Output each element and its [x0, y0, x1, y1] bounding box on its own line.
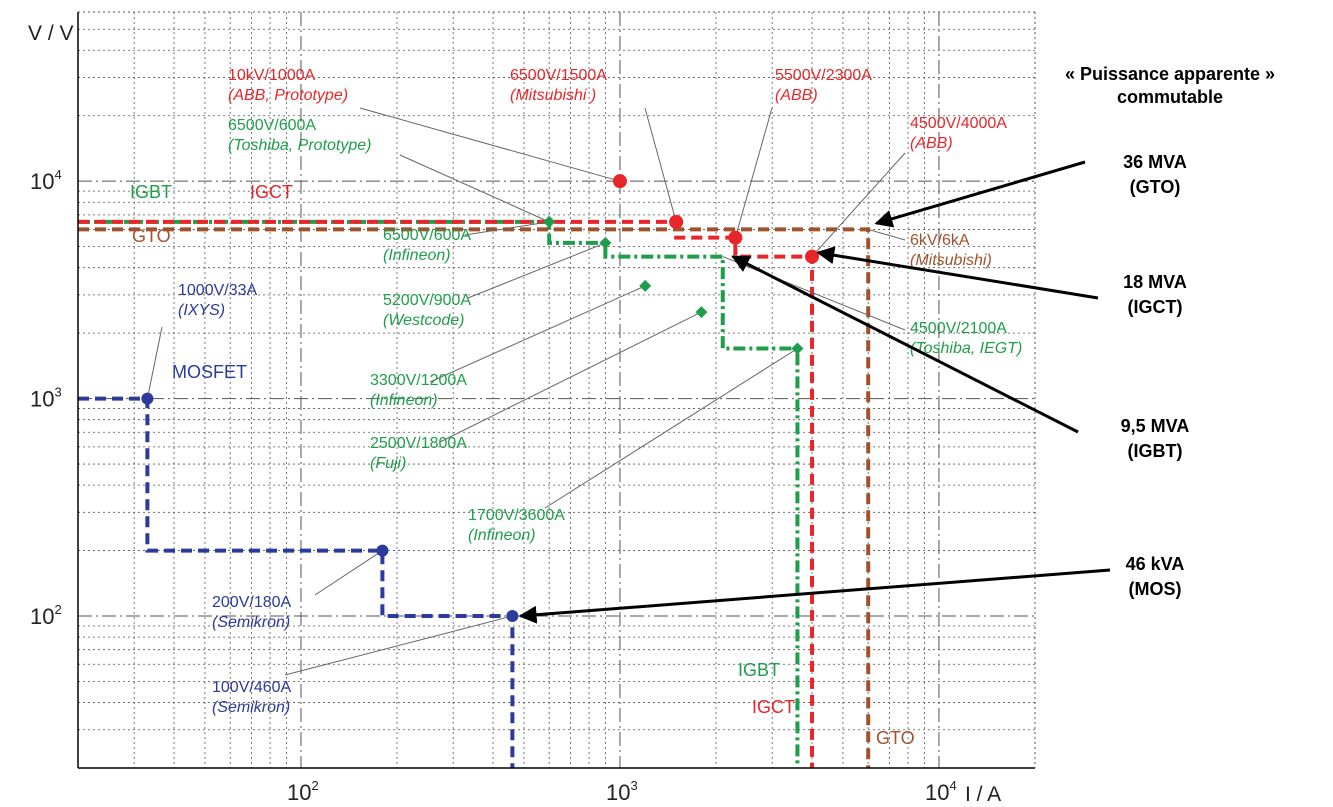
device-maker: (Westcode): [383, 312, 465, 329]
device-maker: (ABB): [775, 87, 818, 104]
device-maker: (Mitsubishi): [910, 252, 992, 269]
device-marker: [543, 215, 556, 228]
device-maker: (Infineon): [370, 392, 438, 409]
device-marker: [669, 214, 684, 229]
callout-text: (IGBT): [1128, 441, 1183, 461]
device-marker: [141, 392, 154, 405]
device-maker: (IXYS): [178, 302, 225, 319]
callout-arrow: [731, 255, 1079, 434]
device-rating: 3300V/1200A: [370, 372, 467, 389]
callout-text: (GTO): [1130, 177, 1181, 197]
series-label: IGCT: [752, 697, 795, 717]
device-maker: (Fuji): [370, 455, 406, 472]
device-maker: (Toshiba, Prototype): [228, 137, 371, 154]
callout-arrow: [874, 160, 1086, 228]
y-axis-title: V / V: [28, 22, 74, 45]
device-marker: [791, 342, 804, 355]
leader-line: [811, 152, 906, 257]
leader-line: [146, 326, 163, 399]
device-maker: (Infineon): [383, 247, 451, 264]
device-maker: (ABB, Prototype): [228, 87, 348, 104]
leader-line: [399, 154, 550, 223]
leader-line: [429, 285, 646, 383]
callout-text: 9,5 MVA: [1121, 416, 1190, 436]
series-label: GTO: [876, 728, 915, 748]
x-axis-title: I / A: [965, 783, 1001, 806]
device-labels: 1000V/33A (IXYS) 200V/180A (Semikron) 100V/4…: [130, 67, 1022, 748]
device-maker: (Infineon): [468, 527, 536, 544]
leader-line: [314, 550, 383, 596]
device-rating: 6500V/1500A: [510, 67, 607, 84]
leader-line: [439, 311, 702, 443]
device-marker: [728, 230, 743, 245]
axes: 102 103 104 102 103 104 V / V I / A: [28, 11, 1036, 806]
callout-text: 46 kVA: [1126, 554, 1185, 574]
callout-header-line: commutable: [1117, 87, 1223, 107]
device-rating: 5500V/2300A: [775, 67, 872, 84]
leader-line: [464, 221, 550, 236]
device-marker: [805, 249, 820, 264]
callout-arrow: [518, 568, 1111, 624]
device-maker: (Toshiba, IEGT): [910, 340, 1022, 357]
device-maker: (Mitsubishi ): [510, 87, 596, 104]
leader-lines: [146, 107, 906, 676]
device-maker: (Semikron): [212, 614, 290, 631]
leader-line: [722, 256, 906, 331]
device-markers: [141, 174, 820, 623]
device-maker: (ABB): [910, 135, 953, 152]
leader-line: [467, 242, 606, 299]
leader-line: [734, 107, 773, 238]
device-marker: [695, 306, 708, 319]
callouts: « Puissance apparente » commutable 36 MVA (…: [518, 64, 1275, 624]
device-rating: 4500V/4000A: [910, 115, 1007, 132]
callout-text: (MOS): [1129, 579, 1182, 599]
callout-text: 36 MVA: [1123, 152, 1187, 172]
y-tick-label: 104: [30, 167, 62, 194]
grid: [78, 12, 1035, 768]
callout-header-line: « Puissance apparente »: [1065, 64, 1275, 84]
device-rating: 100V/460A: [212, 679, 292, 696]
leader-line: [644, 107, 677, 222]
x-tick-label: 102: [287, 778, 319, 805]
series-boundary-igbt: [78, 219, 800, 768]
leader-line: [544, 348, 798, 509]
device-rating: 200V/180A: [212, 594, 292, 611]
y-tick-label: 103: [30, 385, 62, 412]
device-maker: (Semikron): [212, 699, 290, 716]
series-label: IGBT: [738, 660, 780, 680]
series-label: IGBT: [130, 182, 172, 202]
series-label: GTO: [132, 226, 171, 246]
series-boundary-mosfet: [78, 396, 515, 768]
device-rating: 6500V/600A: [383, 227, 471, 244]
x-tick-label: 103: [606, 778, 638, 805]
device-rating: 4500V/2100A: [910, 320, 1007, 337]
device-marker: [506, 610, 519, 623]
device-marker: [376, 544, 389, 557]
leader-line: [284, 615, 513, 676]
device-rating: 5200V/900A: [383, 292, 471, 309]
callout-text: (IGCT): [1128, 297, 1183, 317]
series-label: MOSFET: [172, 362, 247, 382]
device-rating: 1000V/33A: [178, 282, 258, 299]
device-rating: 6500V/600A: [228, 117, 316, 134]
x-tick-label: 104: [925, 778, 957, 805]
device-rating: 1700V/3600A: [468, 507, 565, 524]
device-marker: [639, 279, 652, 292]
device-marker: [599, 236, 612, 249]
leader-line: [868, 228, 906, 241]
device-rating: 2500V/1800A: [370, 435, 467, 452]
device-rating: 10kV/1000A: [228, 67, 316, 84]
y-tick-label: 102: [30, 602, 62, 629]
leader-line: [359, 107, 621, 182]
device-marker: [612, 174, 627, 189]
device-rating: 6kV/6kA: [910, 232, 970, 249]
callout-text: 18 MVA: [1123, 272, 1187, 292]
callout-arrow: [816, 246, 1099, 300]
series-label: IGCT: [250, 182, 293, 202]
